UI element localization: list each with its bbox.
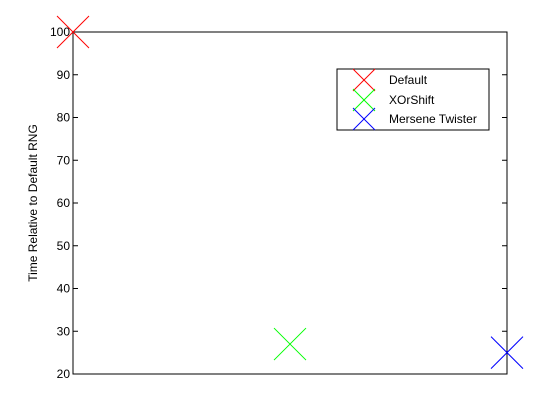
y-axis-ticks: 20 30 40 50 60 70 80 90 100 — [50, 25, 507, 381]
data-point-marker — [490, 336, 524, 369]
data-point-marker — [56, 15, 90, 49]
y-axis-label: Time Relative to Default RNG — [26, 124, 40, 282]
legend-marker — [352, 88, 376, 112]
y-tick-label: 60 — [57, 196, 71, 210]
y-tick-label: 100 — [50, 25, 70, 39]
data-point-marker — [273, 327, 307, 361]
y-tick-label: 20 — [57, 367, 71, 381]
legend-marker — [352, 68, 376, 92]
y-tick-label: 70 — [57, 153, 71, 167]
legend-label: Mersene Twister — [389, 112, 477, 126]
y-tick-label: 90 — [57, 68, 71, 82]
legend-marker — [352, 107, 376, 131]
legend: Default XOrShift Mersene Twister — [336, 68, 490, 131]
legend-label: Default — [389, 73, 428, 87]
legend-box — [336, 68, 490, 131]
data-points — [56, 15, 524, 369]
y-tick-label: 30 — [57, 324, 71, 338]
legend-label: XOrShift — [389, 93, 435, 107]
y-tick-label: 50 — [57, 239, 71, 253]
y-tick-label: 40 — [57, 282, 71, 296]
y-tick-label: 80 — [57, 111, 71, 125]
